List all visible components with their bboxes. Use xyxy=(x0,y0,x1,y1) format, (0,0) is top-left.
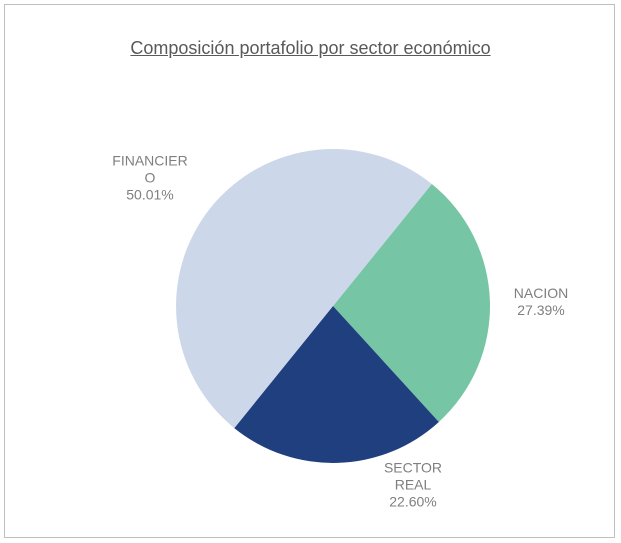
pie-slice xyxy=(234,306,439,463)
chart-frame xyxy=(4,4,615,538)
category-label: FINANCIERO xyxy=(112,152,188,186)
value-label: 22.60% xyxy=(389,493,437,510)
chart-title: Composición portafolio por sector económ… xyxy=(130,38,491,58)
value-label: 27.39% xyxy=(517,302,565,318)
category-label: NACION xyxy=(513,285,569,301)
pie-slice xyxy=(333,183,491,422)
slice-label: NACION 27.39% xyxy=(496,285,586,319)
slice-label: SECTOR REAL 22.60% xyxy=(378,460,448,511)
category-label: SECTOR REAL xyxy=(383,459,443,493)
pie-slice xyxy=(176,149,432,429)
value-label: 50.01% xyxy=(126,186,174,203)
slice-label: FINANCIERO 50.01% xyxy=(110,153,190,204)
